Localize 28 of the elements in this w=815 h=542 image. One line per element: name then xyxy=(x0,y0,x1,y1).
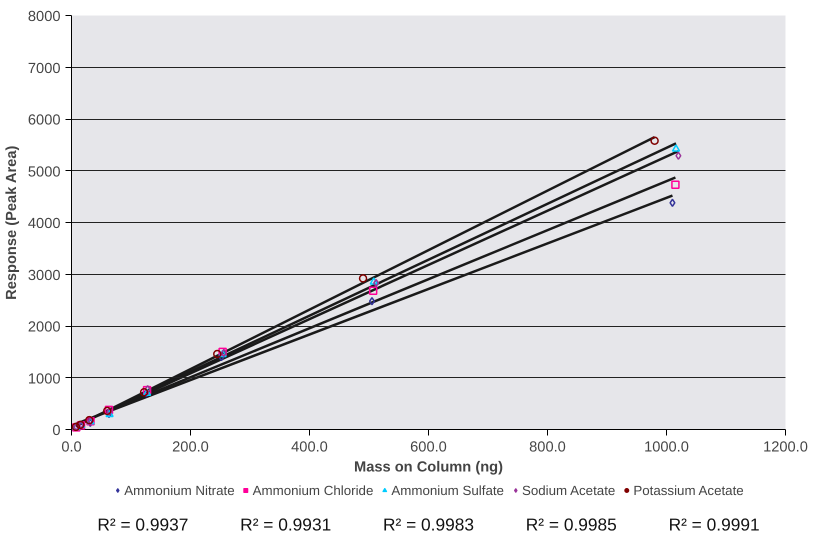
y-tick-label: 2000 xyxy=(28,320,61,336)
x-tick-label: 400.0 xyxy=(291,440,328,456)
x-axis-title: Mass on Column (ng) xyxy=(354,460,504,476)
y-axis-title: Response (Peak Area) xyxy=(4,146,20,300)
y-tick-label: 6000 xyxy=(28,112,61,128)
legend-label: Sodium Acetate xyxy=(522,482,616,498)
y-tick-label: 8000 xyxy=(28,9,61,25)
y-tick-label: 4000 xyxy=(28,216,61,232)
legend-label: Ammonium Nitrate xyxy=(124,482,235,498)
text: R² = 0.9937 xyxy=(97,514,188,534)
text: R² = 0.9931 xyxy=(240,514,332,534)
x-tick-label: 1000.0 xyxy=(644,440,689,456)
x-tick-label: 200.0 xyxy=(172,440,209,456)
legend-label: Ammonium Chloride xyxy=(252,482,374,498)
y-tick-label: 3000 xyxy=(28,268,61,284)
text: R² = 0.9983 xyxy=(382,514,474,534)
y-tick-label: 7000 xyxy=(28,60,61,77)
text: R² = 0.9991 xyxy=(668,514,760,534)
y-tick-label: 1000 xyxy=(28,371,61,388)
x-tick-label: 0.0 xyxy=(61,440,82,456)
x-tick-label: 600.0 xyxy=(410,440,447,456)
x-tick-label: 800.0 xyxy=(529,440,566,456)
legend-label: Potassium Acetate xyxy=(633,482,744,498)
legend-label: Ammonium Sulfate xyxy=(391,482,504,498)
x-tick-label: 1200.0 xyxy=(763,440,808,456)
y-tick-label: 0 xyxy=(52,423,61,439)
y-tick-label: 5000 xyxy=(28,164,61,180)
text: R² = 0.9985 xyxy=(526,514,617,534)
